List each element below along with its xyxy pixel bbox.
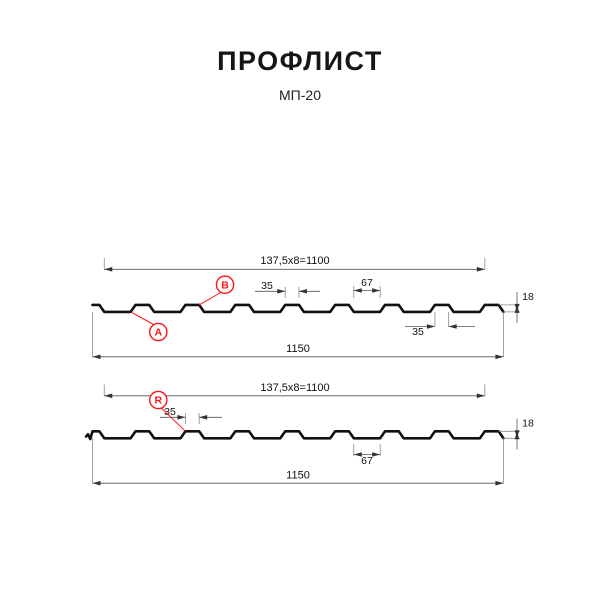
svg-text:18: 18	[522, 291, 534, 303]
svg-text:1150: 1150	[286, 343, 310, 355]
svg-text:35: 35	[261, 280, 273, 292]
svg-text:67: 67	[361, 277, 373, 289]
svg-text:67: 67	[361, 455, 373, 467]
svg-text:18: 18	[522, 418, 534, 430]
svg-text:1150: 1150	[286, 470, 310, 482]
svg-text:137,5x8=1100: 137,5x8=1100	[260, 382, 329, 394]
svg-text:35: 35	[412, 326, 424, 338]
svg-text:R: R	[155, 395, 163, 407]
svg-text:B: B	[221, 279, 229, 291]
svg-text:A: A	[155, 327, 163, 339]
svg-text:137,5x8=1100: 137,5x8=1100	[260, 255, 329, 267]
